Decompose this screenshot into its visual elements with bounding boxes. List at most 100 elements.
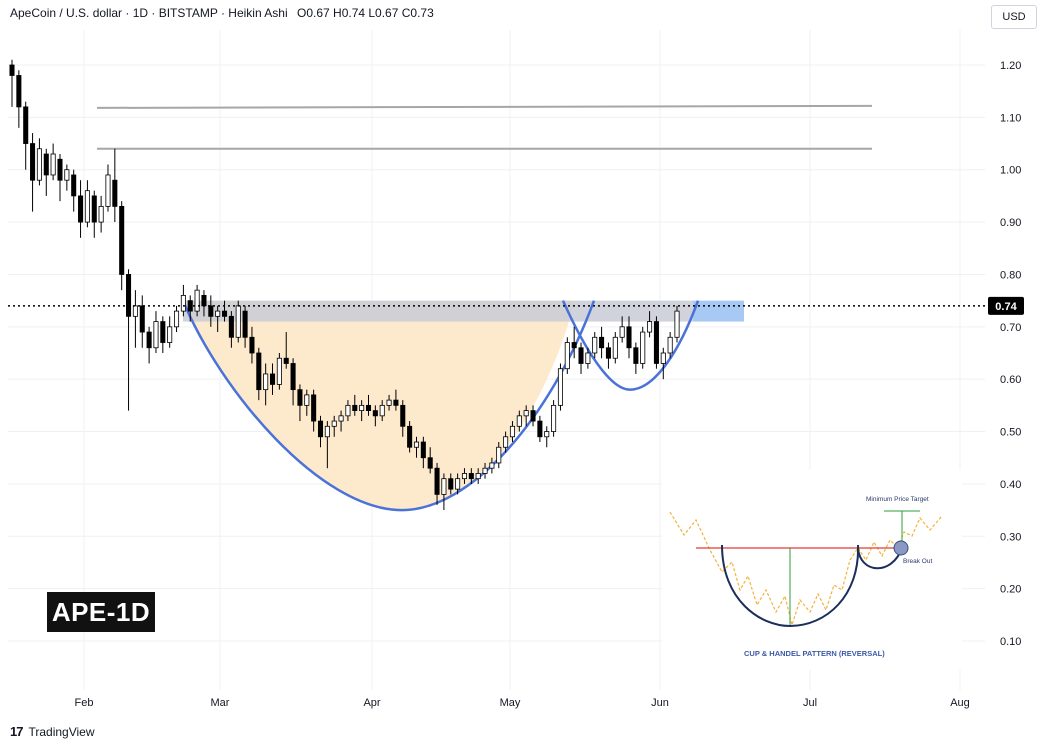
ticker-badge: APE-1D (47, 592, 155, 632)
candle-body (434, 467, 440, 495)
candle-body (269, 373, 276, 385)
candle-body (372, 410, 378, 417)
candle-body (352, 404, 358, 412)
candle-body (112, 179, 118, 207)
candle-body (420, 441, 426, 459)
candle-body (235, 305, 241, 338)
candle-body (23, 106, 29, 144)
tradingview-brand: TradingView (28, 724, 95, 739)
candle-body (160, 321, 166, 343)
tradingview-footer[interactable]: 17 TradingView (10, 724, 95, 739)
cup-handle-pattern (181, 300, 744, 512)
candle-body (208, 305, 214, 317)
candle-body (283, 357, 289, 364)
candle-body (338, 415, 344, 422)
y-tick-label: 0.20 (1000, 584, 1021, 596)
candle-body (9, 64, 15, 76)
candle-body (640, 331, 646, 364)
current-price-tag (988, 296, 1024, 315)
candle-body (215, 310, 221, 317)
candle-body (503, 436, 509, 448)
price-axis[interactable]: 1.20 1.10 1.00 0.90 0.80 0.70 0.60 0.50 0.40 0.30… (1000, 60, 1021, 648)
candle-body (324, 425, 330, 438)
candle-body (105, 174, 111, 207)
candle-body (78, 195, 84, 223)
candle-body (468, 473, 474, 480)
candle-body (605, 347, 611, 359)
candle-body (448, 478, 454, 490)
candle-body (201, 294, 207, 307)
x-tick-label: Jun (651, 697, 669, 709)
candle-body (263, 373, 269, 391)
candle-body (619, 326, 625, 338)
candle-body (153, 321, 159, 349)
y-tick-label: 0.30 (1000, 531, 1021, 543)
candle-body (612, 336, 618, 359)
candle-body (571, 342, 577, 349)
currency-button[interactable]: USD (991, 5, 1037, 29)
candle-body (194, 289, 200, 312)
candle-body (564, 342, 570, 370)
candle-body (174, 310, 180, 328)
candle-body (30, 143, 36, 181)
candle-body (400, 404, 406, 427)
candle-body (256, 352, 262, 391)
candle-body (331, 420, 337, 427)
candle-body (43, 153, 49, 176)
candle-body (249, 336, 255, 354)
inset-title: CUP & HANDEL PATTERN (REVERSAL) (744, 649, 885, 658)
candle-body (98, 205, 104, 223)
candle-body (71, 174, 77, 197)
cup-fill (183, 300, 575, 511)
candle-body (276, 357, 282, 385)
candle-body (50, 153, 56, 176)
candle-body (496, 446, 502, 464)
tradingview-logo-icon: 17 (10, 724, 24, 739)
x-tick-label: Jul (803, 697, 817, 709)
cup-handle-illustration: Minimum Price Target Break Out CUP & HAN… (662, 470, 962, 670)
current-price-label: 0.74 (995, 301, 1017, 313)
symbol-header: ApeCoin / U.S. dollar · 1D · BITSTAMP · … (10, 6, 434, 20)
candle-body (585, 352, 591, 364)
candle-body (537, 420, 543, 438)
candle-body (311, 394, 317, 422)
candle-body (455, 478, 461, 490)
inset-breakout-marker (893, 540, 909, 556)
candle-body (516, 415, 522, 427)
candle-body (660, 352, 666, 364)
y-tick-label: 0.90 (1000, 217, 1021, 229)
candle-body (242, 310, 248, 338)
candle-body (304, 394, 310, 406)
candle-body (228, 315, 234, 338)
candle-body (482, 467, 488, 474)
candle-body (393, 399, 399, 406)
inset-handle-curve (857, 547, 903, 570)
candle-body (461, 473, 467, 480)
candle-body (647, 321, 653, 333)
y-tick-label: 0.60 (1000, 374, 1021, 386)
candle-body (345, 404, 351, 417)
x-tick-label: May (500, 697, 521, 709)
y-tick-label: 0.10 (1000, 636, 1021, 648)
candle-body (359, 404, 365, 412)
candle-body (180, 294, 186, 312)
resistance-line-1 (96, 104, 873, 109)
candle-body (592, 336, 598, 354)
candle-body (379, 404, 385, 417)
candle-body (523, 410, 529, 417)
candle-body (386, 399, 392, 406)
candle-body (91, 195, 97, 223)
candle-body (653, 321, 659, 364)
ohlc-values: O0.67 H0.74 L0.67 C0.73 (297, 6, 434, 20)
candle-body (64, 169, 70, 181)
inset-target-label: Minimum Price Target (866, 496, 929, 503)
candle-body (139, 305, 145, 333)
candle-body (290, 363, 296, 391)
candle-body (36, 148, 42, 181)
y-tick-label: 1.20 (1000, 60, 1021, 72)
y-tick-label: 1.00 (1000, 165, 1021, 177)
candle-body (413, 441, 420, 448)
candle-body (578, 347, 584, 364)
time-axis[interactable]: Feb Mar Apr May Jun Jul Aug (75, 697, 970, 709)
